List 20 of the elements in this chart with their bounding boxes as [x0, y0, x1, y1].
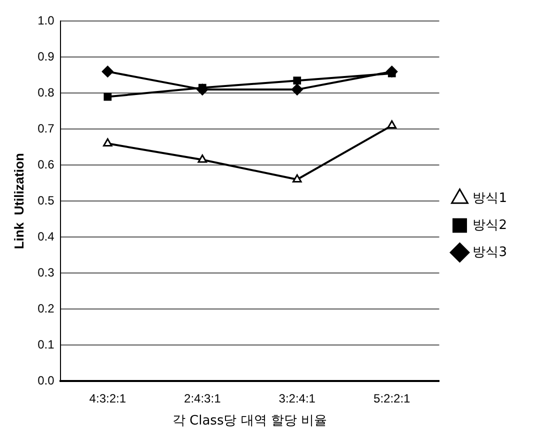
y-tick-label: 0.0 — [38, 373, 55, 388]
x-axis-title: 각 Class당 대역 할당 비율 — [172, 414, 328, 429]
x-tick-label: 4:3:2:1 — [89, 392, 126, 406]
y-tick-label: 0.4 — [38, 229, 55, 244]
y-tick-label: 0.3 — [38, 265, 55, 280]
legend-label: 방식1 — [472, 190, 508, 206]
y-tick-label: 0.1 — [38, 337, 55, 352]
legend-label: 방식2 — [472, 218, 508, 233]
legend-label: 방식3 — [472, 244, 508, 260]
y-tick-label: 0.7 — [38, 121, 55, 136]
y-tick-label: 0.8 — [38, 85, 55, 100]
y-tick-label: 0.6 — [38, 157, 55, 172]
x-tick-label: 3:2:4:1 — [278, 392, 316, 406]
y-tick-label: 0.9 — [38, 49, 55, 64]
y-tick-label: 0.2 — [38, 301, 55, 316]
x-tick-label: 5:2:2:1 — [374, 392, 411, 406]
x-tick-label: 2:4:3:1 — [184, 392, 222, 406]
y-tick-label: 0.5 — [38, 193, 55, 208]
y-axis-title: Link Utilization — [11, 153, 26, 250]
y-tick-label: 1.0 — [38, 14, 55, 28]
